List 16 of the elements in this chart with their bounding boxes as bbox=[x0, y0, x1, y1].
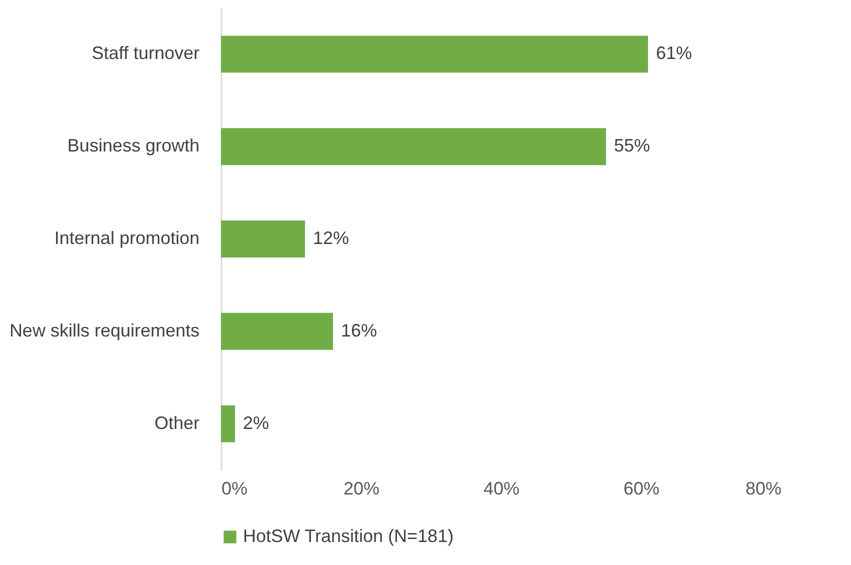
data-label: 16% bbox=[341, 320, 378, 340]
x-tick-label: 60% bbox=[623, 478, 660, 498]
y-tick-label: Business growth bbox=[67, 136, 200, 156]
data-label: 61% bbox=[656, 43, 692, 64]
data-label: 12% bbox=[313, 228, 350, 248]
y-tick-label: New skills requirements bbox=[9, 320, 200, 340]
x-tick-label: 40% bbox=[483, 478, 520, 498]
x-tick-label: 20% bbox=[343, 478, 380, 498]
y-tick-label: Staff turnover bbox=[92, 43, 200, 64]
y-tick-label: Other bbox=[154, 412, 200, 433]
x-tick-label: 80% bbox=[745, 478, 782, 498]
data-label: 2% bbox=[243, 412, 270, 433]
data-label: 55% bbox=[614, 136, 650, 156]
x-tick-label: 0% bbox=[222, 478, 248, 498]
legend-label: HotSW Transition (N=181) bbox=[243, 526, 454, 546]
y-tick-label: Internal promotion bbox=[54, 228, 200, 248]
